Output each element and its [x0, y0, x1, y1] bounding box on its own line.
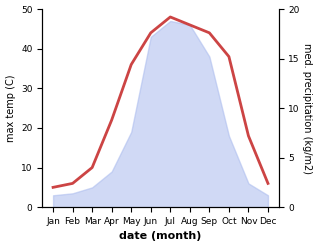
Y-axis label: max temp (C): max temp (C) [5, 74, 16, 142]
X-axis label: date (month): date (month) [119, 231, 202, 242]
Y-axis label: med. precipitation (kg/m2): med. precipitation (kg/m2) [302, 43, 313, 174]
